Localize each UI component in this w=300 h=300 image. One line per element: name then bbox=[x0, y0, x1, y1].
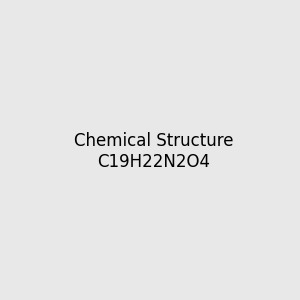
Text: Chemical Structure
C19H22N2O4: Chemical Structure C19H22N2O4 bbox=[74, 132, 233, 171]
